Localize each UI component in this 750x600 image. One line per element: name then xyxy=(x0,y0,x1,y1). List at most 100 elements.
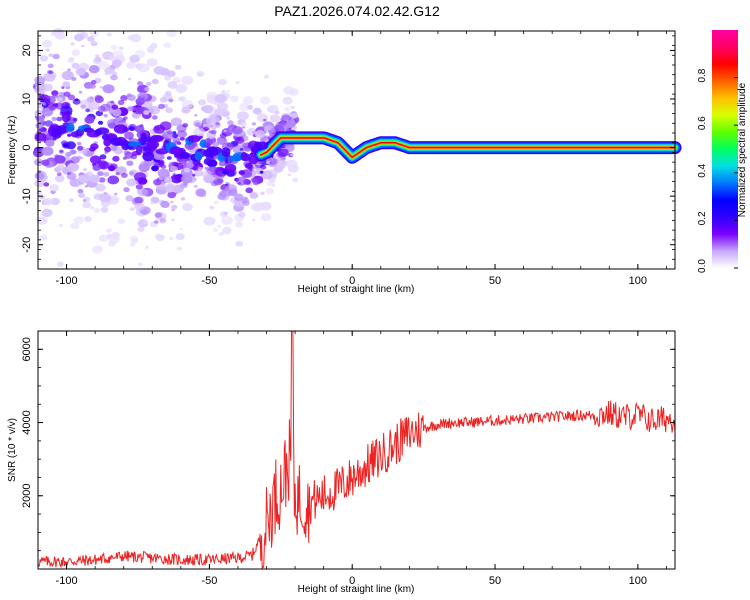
heatmap-cell xyxy=(112,109,122,117)
heatmap-cell xyxy=(138,188,149,197)
heatmap-cell xyxy=(108,122,117,129)
heatmap-cell xyxy=(223,129,227,133)
heatmap-cell xyxy=(61,141,71,149)
heatmap-cell xyxy=(244,163,253,169)
heatmap-cell xyxy=(150,42,158,49)
heatmap-cell xyxy=(56,125,67,135)
heatmap-cell xyxy=(113,124,128,134)
heatmap-cell xyxy=(127,77,132,81)
heatmap-cell xyxy=(282,96,293,105)
heatmap-cell xyxy=(217,193,227,201)
colorbar-label: Normalized spectral amplitude xyxy=(737,82,748,217)
heatmap-cell xyxy=(129,54,140,63)
heatmap-cell xyxy=(249,192,259,199)
heatmap-cell xyxy=(58,223,64,228)
heatmap-cell xyxy=(226,89,230,93)
heatmap-cell xyxy=(163,42,172,49)
heatmap-cell xyxy=(289,119,296,124)
heatmap-cell xyxy=(84,185,89,188)
heatmap-cell xyxy=(256,113,268,122)
heatmap-cell xyxy=(110,100,115,104)
heatmap-cell xyxy=(114,192,118,196)
heatmap-cell xyxy=(61,111,71,123)
heatmap-cell xyxy=(71,62,80,69)
heatmap-cell xyxy=(41,39,53,48)
heatmap-cell xyxy=(82,201,92,209)
heatmap-cell xyxy=(198,148,202,152)
heatmap-cell xyxy=(146,58,158,67)
heatmap-cell xyxy=(134,196,144,204)
heatmap-cell xyxy=(61,86,65,89)
heatmap-cell xyxy=(90,96,94,99)
heatmap-cell xyxy=(155,148,169,155)
heatmap-cell xyxy=(222,226,232,235)
heatmap-cell xyxy=(284,107,291,112)
heatmap-cell xyxy=(260,191,265,195)
heatmap-cell xyxy=(35,115,45,123)
heatmap-cell xyxy=(139,93,145,98)
heatmap-cell xyxy=(283,86,294,95)
heatmap-cell xyxy=(265,122,270,126)
heatmap-cell xyxy=(183,109,188,113)
heatmap-cell xyxy=(292,177,298,183)
heatmap-cell xyxy=(49,184,59,192)
heatmap-cell xyxy=(212,227,219,233)
heatmap-cell xyxy=(148,105,161,115)
heatmap-cell xyxy=(215,121,220,126)
heatmap-cell xyxy=(266,169,278,179)
heatmap-cell xyxy=(182,123,189,128)
heatmap-cell xyxy=(170,165,178,172)
heatmap-cell xyxy=(47,70,52,74)
heatmap-cell xyxy=(137,63,150,73)
heatmap-cell xyxy=(126,61,136,69)
heatmap-cell xyxy=(56,261,64,267)
heatmap-cell xyxy=(154,220,159,224)
heatmap-cell xyxy=(164,75,172,81)
heatmap-x-ticks: -100 -50 0 50 100 xyxy=(37,31,667,287)
heatmap-cell xyxy=(127,35,135,41)
snr-xlabel: Height of straight line (km) xyxy=(298,584,415,595)
heatmap-cell xyxy=(199,139,207,149)
heatmap-cell xyxy=(90,80,97,85)
heatmap-cell xyxy=(187,135,201,143)
heatmap-cell xyxy=(181,75,194,85)
heatmap-y-tick-label: 20 xyxy=(21,44,33,56)
heatmap-cell xyxy=(66,122,75,132)
snr-y-tick-label: 6000 xyxy=(21,337,33,361)
heatmap-cell xyxy=(267,136,272,140)
heatmap-cell xyxy=(128,126,135,132)
heatmap-cell xyxy=(238,211,246,218)
heatmap-cell xyxy=(99,86,104,89)
heatmap-cell xyxy=(99,154,107,160)
heatmap-cell xyxy=(135,184,143,190)
heatmap-cell xyxy=(92,245,103,254)
heatmap-cell xyxy=(134,172,147,182)
heatmap-cell xyxy=(195,188,207,197)
heatmap-cell xyxy=(231,126,243,135)
heatmap-cell xyxy=(38,244,43,248)
heatmap-cell xyxy=(154,212,163,218)
heatmap-cell xyxy=(269,114,281,123)
heatmap-cell xyxy=(151,165,159,172)
heatmap-cell xyxy=(83,168,87,172)
heatmap-cell xyxy=(57,97,63,102)
heatmap-cell xyxy=(123,150,130,155)
heatmap-cell xyxy=(110,74,118,81)
heatmap-cell xyxy=(143,110,150,115)
heatmap-cell xyxy=(209,205,215,210)
heatmap-cell xyxy=(242,200,250,207)
heatmap-cell xyxy=(193,127,206,137)
heatmap-ylabel: Frequency (Hz) xyxy=(7,116,18,185)
heatmap-cell xyxy=(277,148,289,157)
heatmap-cell xyxy=(193,184,198,188)
figure-title: PAZ1.2026.074.02.42.G12 xyxy=(274,3,440,19)
heatmap-cell xyxy=(65,152,72,157)
heatmap-cell xyxy=(181,174,193,184)
heatmap-cell xyxy=(250,177,257,183)
heatmap-cell xyxy=(117,218,126,225)
snr-x-tick-label: 50 xyxy=(489,575,501,587)
heatmap-cell xyxy=(251,218,256,222)
heatmap-cell xyxy=(191,173,196,177)
heatmap-cell xyxy=(218,78,227,86)
